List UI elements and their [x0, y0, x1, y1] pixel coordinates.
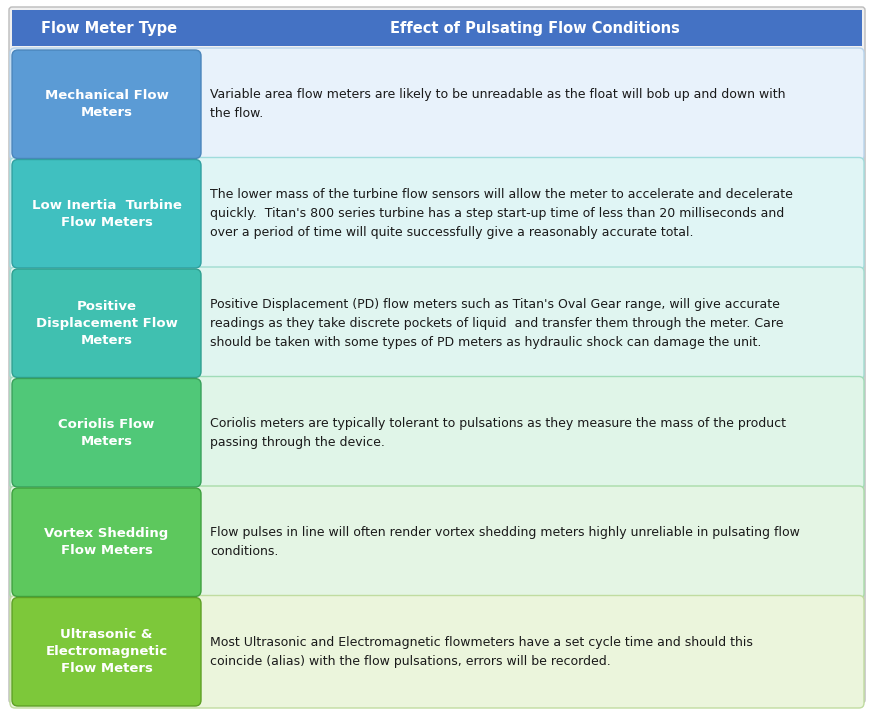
- Text: Flow Meter Type: Flow Meter Type: [41, 21, 177, 36]
- Text: Effect of Pulsating Flow Conditions: Effect of Pulsating Flow Conditions: [390, 21, 679, 36]
- Text: Mechanical Flow
Meters: Mechanical Flow Meters: [45, 89, 169, 119]
- FancyBboxPatch shape: [12, 160, 201, 268]
- Text: Vortex Shedding
Flow Meters: Vortex Shedding Flow Meters: [45, 528, 169, 557]
- Text: Variable area flow meters are likely to be unreadable as the float will bob up a: Variable area flow meters are likely to …: [210, 88, 786, 120]
- Text: Most Ultrasonic and Electromagnetic flowmeters have a set cycle time and should : Most Ultrasonic and Electromagnetic flow…: [210, 635, 753, 667]
- Text: Low Inertia  Turbine
Flow Meters: Low Inertia Turbine Flow Meters: [31, 199, 182, 229]
- FancyBboxPatch shape: [12, 378, 201, 487]
- Text: Positive Displacement (PD) flow meters such as Titan's Oval Gear range, will giv: Positive Displacement (PD) flow meters s…: [210, 297, 783, 349]
- FancyBboxPatch shape: [10, 267, 864, 380]
- Text: Ultrasonic &
Electromagnetic
Flow Meters: Ultrasonic & Electromagnetic Flow Meters: [45, 628, 168, 675]
- FancyBboxPatch shape: [12, 269, 201, 378]
- FancyBboxPatch shape: [12, 488, 201, 596]
- Text: Flow pulses in line will often render vortex shedding meters highly unreliable i: Flow pulses in line will often render vo…: [210, 526, 800, 558]
- FancyBboxPatch shape: [10, 158, 864, 270]
- FancyBboxPatch shape: [10, 48, 864, 160]
- Text: Positive
Displacement Flow
Meters: Positive Displacement Flow Meters: [36, 300, 177, 346]
- Text: Coriolis Flow
Meters: Coriolis Flow Meters: [59, 417, 155, 448]
- FancyBboxPatch shape: [10, 376, 864, 489]
- FancyBboxPatch shape: [12, 10, 862, 46]
- FancyBboxPatch shape: [12, 50, 201, 158]
- FancyBboxPatch shape: [10, 596, 864, 708]
- FancyBboxPatch shape: [10, 486, 864, 599]
- Text: The lower mass of the turbine flow sensors will allow the meter to accelerate an: The lower mass of the turbine flow senso…: [210, 188, 793, 239]
- FancyBboxPatch shape: [9, 7, 865, 703]
- FancyBboxPatch shape: [12, 598, 201, 706]
- Text: Coriolis meters are typically tolerant to pulsations as they measure the mass of: Coriolis meters are typically tolerant t…: [210, 417, 786, 449]
